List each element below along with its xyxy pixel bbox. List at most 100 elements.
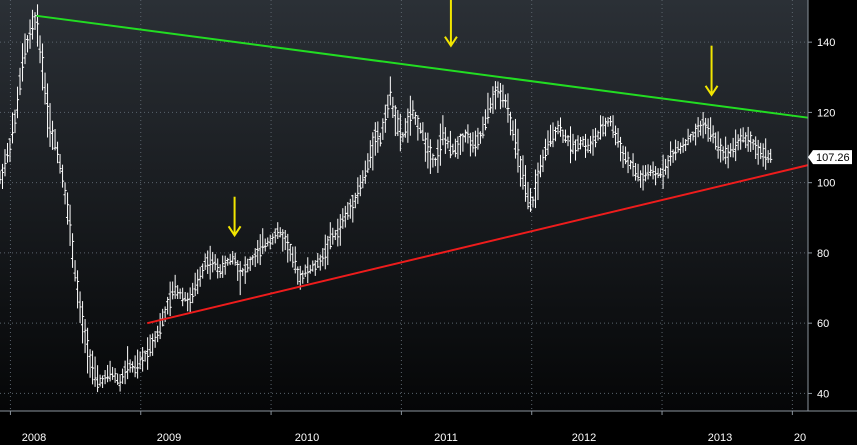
ohlc-bar [641, 165, 645, 191]
y-tick-label: 100 [817, 178, 835, 190]
ohlc-bar [226, 257, 230, 266]
ohlc-bar [271, 233, 275, 245]
ohlc-bar [671, 149, 675, 163]
ohlc-bar [408, 95, 412, 136]
ohlc-bar [471, 132, 475, 153]
ohlc-bar [133, 355, 137, 378]
x-tick-label: 2013 [708, 432, 732, 444]
ohlc-bar [551, 122, 555, 148]
ohlc-bar [203, 253, 207, 270]
ohlc-bar [241, 267, 245, 277]
ohlc-bar [366, 153, 370, 174]
ohlc-bar [588, 135, 593, 154]
ohlc-bar [666, 155, 670, 179]
ohlc-bar [508, 111, 513, 136]
ohlc-bar [613, 125, 618, 146]
ohlc-bar [216, 258, 220, 279]
ohlc-bar [443, 127, 447, 154]
ohlc-bar [273, 228, 277, 244]
trendlines [36, 14, 809, 325]
y-tick-label: 60 [817, 318, 829, 330]
ohlc-bar [93, 356, 97, 387]
ohlc-bar [528, 188, 533, 212]
ohlc-bar [178, 288, 182, 299]
ohlc-bar [451, 143, 455, 155]
ohlc-bar [563, 129, 568, 143]
ohlc-bar [296, 266, 300, 285]
ohlc-bar [90, 350, 95, 385]
ohlc-bar [606, 117, 610, 127]
ohlc-bar [448, 130, 452, 159]
ohlc-bar [25, 35, 30, 53]
ohlc-bar [461, 133, 465, 152]
ohlc-bar [694, 123, 698, 146]
ohlc-bar [673, 139, 678, 161]
ohlc-bar [456, 136, 460, 159]
ohlc-bar [433, 157, 437, 167]
ohlc-bar [428, 139, 432, 174]
ohlc-bar [148, 334, 152, 357]
ohlc-bar [60, 164, 65, 188]
ohlc-bar [521, 155, 525, 190]
ohlc-bar [436, 139, 440, 173]
ohlc-bar [45, 83, 50, 138]
ohlc-bar [223, 255, 227, 275]
ohlc-bar [468, 132, 473, 157]
ohlc-bar [741, 127, 745, 143]
ohlc-bar [623, 146, 628, 165]
ohlc-bar [95, 365, 100, 393]
ohlc-bar [668, 141, 673, 166]
ohlc-bar [453, 138, 457, 158]
ohlc-bar [603, 117, 608, 137]
ohlc-bar [100, 375, 105, 389]
ohlc-bar [503, 94, 508, 108]
ohlc-bar [388, 76, 392, 106]
ohlc-bar [328, 222, 332, 250]
ohlc-bar [98, 374, 102, 387]
ohlc-bar [413, 111, 417, 125]
ohlc-bar [301, 270, 305, 284]
down-arrow-icon [227, 196, 242, 238]
ohlc-bar [123, 360, 127, 385]
ohlc-bar [333, 229, 337, 241]
x-tick-label: 2009 [157, 432, 181, 444]
ohlc-bar [618, 136, 623, 162]
ohlc-bar [33, 12, 37, 30]
ohlc-bar [171, 281, 175, 300]
ohlc-bar [318, 254, 322, 271]
ohlc-bar [211, 251, 215, 273]
ohlc-bar [719, 138, 723, 163]
ohlc-bar [511, 120, 515, 141]
ohlc-bar [546, 130, 550, 155]
ohlc-bar [313, 260, 317, 276]
ohlc-bar [446, 136, 450, 149]
ohlc-bar [378, 132, 382, 147]
ohlc-bar [193, 272, 197, 297]
ohlc-bar [121, 368, 125, 384]
y-tick-label: 80 [817, 248, 829, 260]
ohlc-bar [648, 165, 653, 177]
ohlc-bar [323, 234, 327, 270]
arrow-head [704, 85, 719, 97]
ohlc-bar [513, 118, 518, 159]
ohlc-bar [706, 118, 710, 142]
ohlc-bar [426, 132, 430, 169]
ohlc-bar [416, 115, 420, 141]
ohlc-bar [403, 118, 407, 138]
ohlc-bar [10, 112, 15, 144]
ohlc-bar [536, 162, 540, 201]
ohlc-bar [141, 346, 145, 372]
last-price-marker: 107.26 [808, 150, 852, 165]
ohlc-bar [739, 128, 743, 150]
ohlc-bar [3, 149, 7, 177]
ohlc-bar [608, 115, 613, 127]
ohlc-bar [581, 136, 585, 147]
ohlc-bar [358, 174, 362, 197]
ohlc-bar [118, 374, 122, 392]
ohlc-bar [383, 104, 387, 133]
ohlc-bar [13, 109, 17, 134]
ohlc-bar [116, 373, 120, 385]
ohlc-bar [749, 131, 753, 152]
